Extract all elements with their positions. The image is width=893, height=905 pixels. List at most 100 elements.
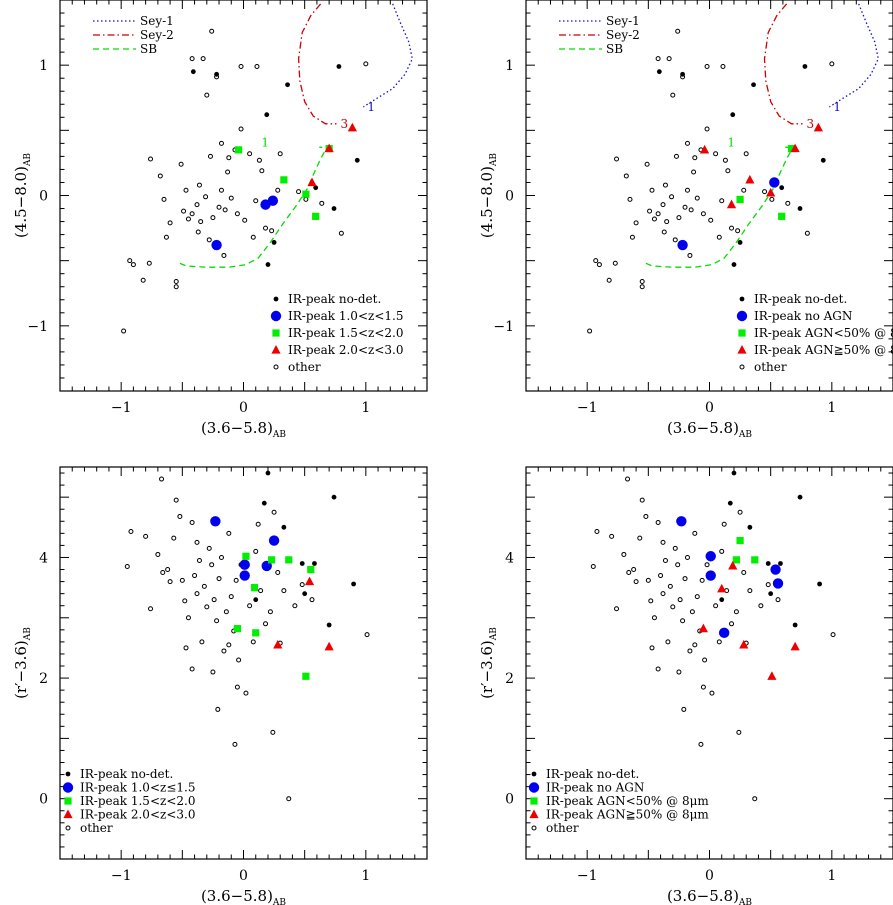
data-point [239, 559, 250, 570]
legend-label: IR-peak 1.0<z<1.5 [288, 309, 403, 323]
legend-marker [62, 782, 74, 793]
data-point [228, 195, 234, 201]
legend-marker [64, 797, 72, 805]
series-legend: IR-peak no-det. IR-peak no AGN IR-peak AGN… [736, 292, 893, 374]
data-point [705, 570, 716, 581]
data-point [275, 187, 281, 193]
data-point [299, 582, 305, 588]
y-axis-label: (r′−3.6)AB [478, 627, 499, 699]
data-point [256, 157, 262, 163]
data-point [255, 521, 261, 527]
data-point [677, 239, 688, 251]
x-tick-label: 0 [239, 400, 248, 416]
data-point [189, 519, 195, 525]
data-point [614, 606, 620, 612]
data-point [623, 173, 629, 179]
data-point [194, 539, 200, 545]
legend-marker [65, 825, 71, 831]
legend-marker [273, 296, 279, 302]
panel-1: −1 0 1 −1 0 1 (3.6−5.8)AB (4.5−8.0)AB 1 3 1 Sey-1Se… [12, 0, 428, 440]
data-point [713, 151, 719, 157]
data-point [130, 262, 136, 268]
data-point [739, 639, 749, 649]
data-point [235, 146, 243, 154]
data-point [198, 219, 204, 225]
data-point [218, 140, 224, 146]
legend-marker [739, 364, 745, 370]
legend-marker [736, 310, 748, 322]
data-point [747, 524, 753, 530]
data-point [661, 229, 667, 235]
data-point [687, 648, 693, 654]
data-point [730, 112, 736, 118]
data-point [124, 564, 130, 570]
data-point [660, 591, 666, 597]
data-point [226, 530, 232, 536]
data-point [234, 211, 240, 217]
data-point [199, 639, 205, 645]
data-point [225, 169, 231, 175]
legend-label: IR-peak 2.0<z<3.0 [80, 808, 195, 822]
data-point [713, 603, 719, 609]
data-point [726, 199, 737, 209]
x-axis-label: (3.6−5.8)AB [667, 887, 752, 905]
data-point [639, 279, 645, 285]
data-point [692, 155, 698, 161]
data-point [612, 260, 618, 266]
x-tick-label: 0 [705, 868, 714, 884]
y-axis-label: (r′−3.6)AB [12, 627, 33, 699]
data-point [159, 476, 165, 482]
data-point [127, 258, 133, 264]
legend-marker [272, 329, 280, 337]
y-tick-label: 0 [505, 792, 514, 808]
data-point [216, 576, 222, 582]
data-point [351, 581, 356, 587]
legend-marker [528, 782, 540, 793]
data-point [687, 252, 693, 258]
data-point [779, 185, 785, 191]
legend-label: IR-peak AGN≧50% @ 8μm [754, 343, 893, 357]
series-legend: IR-peak no-det. IR-peak 1.0<z<1.5 IR-peak … [270, 292, 403, 374]
data-point [775, 597, 781, 603]
data-point [177, 513, 183, 519]
data-point [238, 126, 244, 132]
data-point [660, 539, 666, 545]
data-point [190, 69, 196, 75]
x-tick-label: −1 [111, 400, 132, 416]
data-point [271, 509, 277, 515]
data-point [670, 604, 676, 610]
data-point [324, 641, 334, 651]
data-point [762, 189, 768, 195]
track-sey-1 [363, 3, 413, 108]
data-point [672, 237, 678, 243]
data-point [656, 69, 662, 75]
track-legend-label: SB [606, 42, 623, 56]
data-point [639, 497, 645, 503]
data-point [273, 639, 283, 649]
data-point [665, 639, 671, 645]
data-point [736, 729, 742, 735]
x-tick-label: 1 [827, 868, 836, 884]
data-point [662, 182, 668, 188]
y-tick-label: 0 [39, 189, 48, 205]
data-point [247, 151, 253, 157]
data-point [658, 573, 664, 579]
data-point [664, 219, 670, 225]
data-point [669, 194, 675, 200]
x-tick-label: 1 [361, 868, 370, 884]
y-tick-label: 0 [505, 189, 514, 205]
data-point [228, 594, 234, 600]
data-point [209, 562, 215, 568]
data-point [768, 591, 774, 597]
y-tick-label: 0 [39, 792, 48, 808]
data-point [676, 669, 682, 675]
x-tick-label: −1 [577, 868, 598, 884]
legend-marker [65, 771, 71, 777]
data-point [326, 622, 332, 628]
data-point [218, 554, 224, 560]
data-point [292, 603, 298, 609]
y-axis-label: (4.5−8.0)AB [12, 153, 33, 238]
data-point [204, 604, 210, 610]
